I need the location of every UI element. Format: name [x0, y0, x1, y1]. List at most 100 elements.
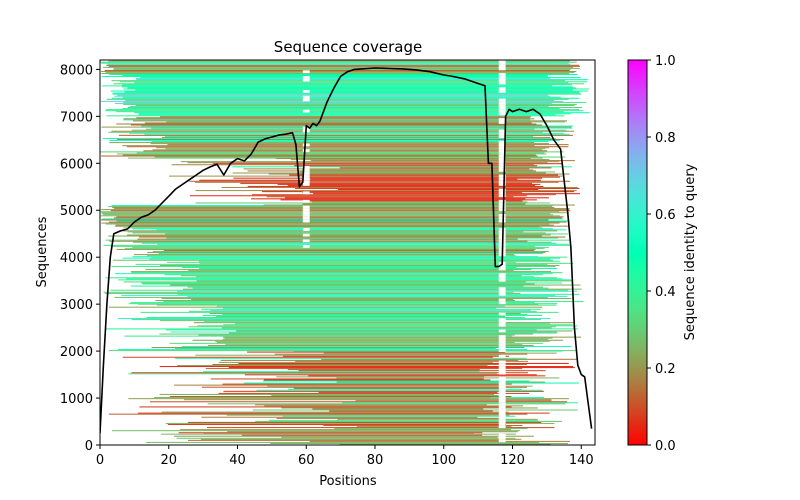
gap-cell	[498, 157, 506, 161]
colorbar-axis: 0.0 0.2 0.4 0.6 0.8 1.0	[647, 54, 676, 454]
alignment-row	[207, 403, 566, 405]
alignment-row	[150, 143, 550, 145]
alignment-row	[336, 377, 560, 379]
gap-columns	[302, 60, 506, 443]
gap-cell	[302, 143, 310, 147]
alignment-row	[109, 240, 528, 242]
alignment-row	[187, 295, 568, 297]
gap-cell	[302, 216, 310, 220]
alignment-row	[162, 136, 551, 138]
alignment-row	[140, 311, 559, 313]
gap-cell	[302, 149, 310, 153]
alignment-row	[198, 334, 515, 336]
alignment-row	[116, 216, 564, 218]
alignment-row	[304, 200, 523, 202]
gap-cell	[498, 368, 506, 372]
alignment-row	[225, 343, 523, 345]
alignment-row	[126, 278, 563, 280]
alignment-row	[216, 315, 506, 318]
alignment-row	[174, 435, 534, 437]
alignment-row	[262, 380, 530, 382]
alignment-row	[113, 217, 562, 219]
alignment-row	[187, 286, 544, 288]
gap-cell	[498, 439, 506, 443]
alignment-row	[123, 118, 535, 120]
gap-cell	[302, 168, 310, 172]
alignment-row	[165, 233, 569, 235]
alignment-row	[195, 190, 577, 192]
alignment-row	[108, 60, 570, 62]
alignment-row	[339, 167, 552, 169]
alignment-row	[114, 102, 552, 104]
alignment-row	[299, 171, 556, 173]
gap-cell	[498, 383, 506, 386]
alignment-row	[281, 407, 538, 409]
alignment-row	[118, 134, 573, 136]
alignment-row	[137, 412, 550, 414]
alignment-row	[188, 326, 557, 328]
gap-cell	[498, 174, 506, 178]
alignment-row	[251, 198, 526, 200]
alignment-row	[123, 103, 577, 105]
alignment-row	[122, 257, 560, 259]
alignment-row	[210, 378, 484, 380]
alignment-row	[139, 406, 512, 408]
alignment-row	[281, 436, 498, 438]
chart-title: Sequence coverage	[274, 38, 422, 56]
gap-cell	[498, 411, 506, 415]
gap-cell	[498, 140, 506, 144]
alignment-row	[337, 189, 539, 191]
gap-cell	[302, 78, 310, 82]
alignment-row	[101, 222, 560, 224]
alignment-row	[195, 202, 551, 204]
gap-cell	[302, 171, 310, 175]
gap-cell	[498, 385, 506, 389]
alignment-row	[101, 70, 577, 73]
alignment-row	[126, 234, 551, 236]
alignment-row	[302, 192, 522, 194]
alignment-row	[101, 213, 551, 215]
gap-cell	[498, 101, 506, 105]
alignment-row	[102, 85, 553, 87]
gap-cell	[302, 191, 310, 195]
alignment-row	[188, 270, 514, 272]
alignment-row	[196, 280, 573, 282]
gap-cell	[302, 239, 310, 243]
alignment-row	[203, 321, 501, 323]
alignment-row	[276, 417, 505, 419]
alignment-row	[215, 340, 550, 342]
alignment-row	[122, 145, 535, 147]
gap-cell	[498, 67, 506, 71]
gap-cell	[498, 216, 506, 220]
alignment-row	[287, 184, 536, 186]
gap-cell	[498, 81, 506, 85]
alignment-row	[227, 431, 518, 433]
alignment-row	[164, 135, 534, 137]
alignment-row	[205, 368, 523, 370]
alignment-row	[223, 390, 544, 392]
alignment-row	[256, 389, 543, 391]
alignment-row	[251, 194, 556, 196]
alignment-row	[169, 342, 543, 344]
alignment-row	[123, 101, 587, 103]
alignment-row	[111, 97, 580, 99]
alignment-row	[124, 91, 580, 93]
alignment-row	[288, 388, 522, 390]
gap-cell	[302, 244, 310, 248]
alignment-row	[134, 254, 515, 256]
gap-cell	[498, 154, 506, 158]
alignment-row	[193, 322, 574, 324]
alignment-row	[131, 272, 563, 274]
alignment-row	[189, 195, 527, 197]
alignment-row	[115, 111, 564, 113]
alignment-row	[141, 282, 562, 284]
colorbar-tick-label: 0.2	[655, 362, 676, 377]
alignment-row	[355, 400, 552, 402]
alignment-row	[295, 360, 529, 362]
gap-cell	[498, 436, 506, 440]
alignment-row	[255, 420, 562, 422]
alignment-row	[309, 440, 570, 442]
alignment-row	[123, 119, 531, 121]
alignment-row	[114, 296, 548, 298]
gap-cell	[498, 419, 506, 423]
